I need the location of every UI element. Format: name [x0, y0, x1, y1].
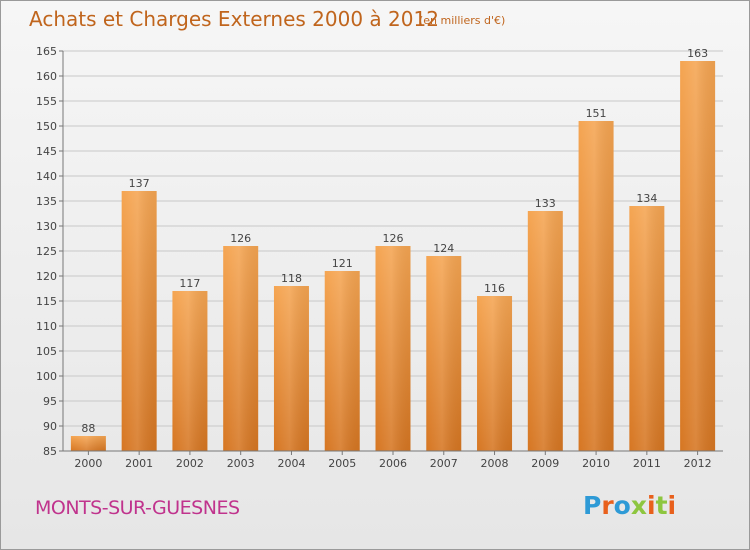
y-tick-label: 130	[36, 220, 57, 233]
y-tick-label: 85	[43, 445, 57, 458]
data-label: 117	[179, 277, 200, 290]
y-tick-label: 115	[36, 295, 57, 308]
bar-shine	[121, 191, 157, 451]
bar-shine	[527, 211, 563, 451]
y-tick-label: 100	[36, 370, 57, 383]
bars-group: 88 137 117 126 118 121 126 124 116 133 151 134 163	[70, 47, 716, 451]
x-tick-label: 2007	[430, 457, 458, 470]
bar-shine	[629, 206, 665, 451]
x-tick-label: 2006	[379, 457, 407, 470]
bar-shine	[680, 61, 716, 451]
data-label: 151	[586, 107, 607, 120]
logo-letter: P	[583, 491, 602, 520]
data-label: 126	[230, 232, 251, 245]
bar-shine	[477, 296, 513, 451]
y-tick-label: 150	[36, 120, 57, 133]
y-tick-label: 105	[36, 345, 57, 358]
bar-shine	[172, 291, 208, 451]
data-label: 133	[535, 197, 556, 210]
x-tick-label: 2004	[277, 457, 305, 470]
x-tick-label: 2003	[227, 457, 255, 470]
logo-letter: i	[667, 491, 677, 520]
y-tick-label: 110	[36, 320, 57, 333]
y-tick-label: 125	[36, 245, 57, 258]
y-tick-label: 145	[36, 145, 57, 158]
proxiti-logo[interactable]: Proxiti	[583, 491, 676, 520]
bar-shine	[426, 256, 462, 451]
chart-unit: (en milliers d'€)	[419, 14, 506, 27]
y-tick-label: 120	[36, 270, 57, 283]
y-tick-label: 140	[36, 170, 57, 183]
x-tick-label: 2011	[633, 457, 661, 470]
data-label: 118	[281, 272, 302, 285]
y-axis: 85 90 95 100 105 110 115 120 125 130 135 140 145 150 1…	[36, 45, 64, 458]
logo-letter: r	[601, 491, 614, 520]
y-tick-label: 160	[36, 70, 57, 83]
bar-shine	[70, 436, 106, 451]
logo-letter: x	[630, 491, 647, 520]
y-tick-label: 155	[36, 95, 57, 108]
y-tick-label: 95	[43, 395, 57, 408]
logo-letter: t	[655, 491, 668, 520]
bar-shine	[223, 246, 259, 451]
data-label: 88	[81, 422, 95, 435]
bar-shine	[578, 121, 614, 451]
y-tick-label: 90	[43, 420, 57, 433]
logo-letter: o	[613, 491, 631, 520]
y-tick-label: 165	[36, 45, 57, 58]
bar-shine	[375, 246, 411, 451]
y-tick-label: 135	[36, 195, 57, 208]
bar-shine	[273, 286, 309, 451]
x-tick-label: 2000	[74, 457, 102, 470]
chart-title: Achats et Charges Externes 2000 à 2012	[29, 7, 439, 31]
x-tick-label: 2005	[328, 457, 356, 470]
data-label: 124	[433, 242, 454, 255]
x-tick-label: 2010	[582, 457, 610, 470]
x-axis: 2000 2001 2002 2003 2004 2005 2006 2007 2008 2009…	[63, 450, 723, 470]
x-tick-label: 2001	[125, 457, 153, 470]
bar-shine	[324, 271, 360, 451]
x-tick-label: 2012	[684, 457, 712, 470]
x-tick-label: 2009	[531, 457, 559, 470]
x-tick-label: 2008	[481, 457, 509, 470]
data-label: 134	[636, 192, 657, 205]
x-tick-label: 2002	[176, 457, 204, 470]
data-label: 116	[484, 282, 505, 295]
data-label: 126	[383, 232, 404, 245]
data-label: 163	[687, 47, 708, 60]
data-label: 137	[129, 177, 150, 190]
commune-name: MONTS-SUR-GUESNES	[35, 497, 240, 519]
logo-letter: i	[647, 491, 656, 520]
data-label: 121	[332, 257, 353, 270]
